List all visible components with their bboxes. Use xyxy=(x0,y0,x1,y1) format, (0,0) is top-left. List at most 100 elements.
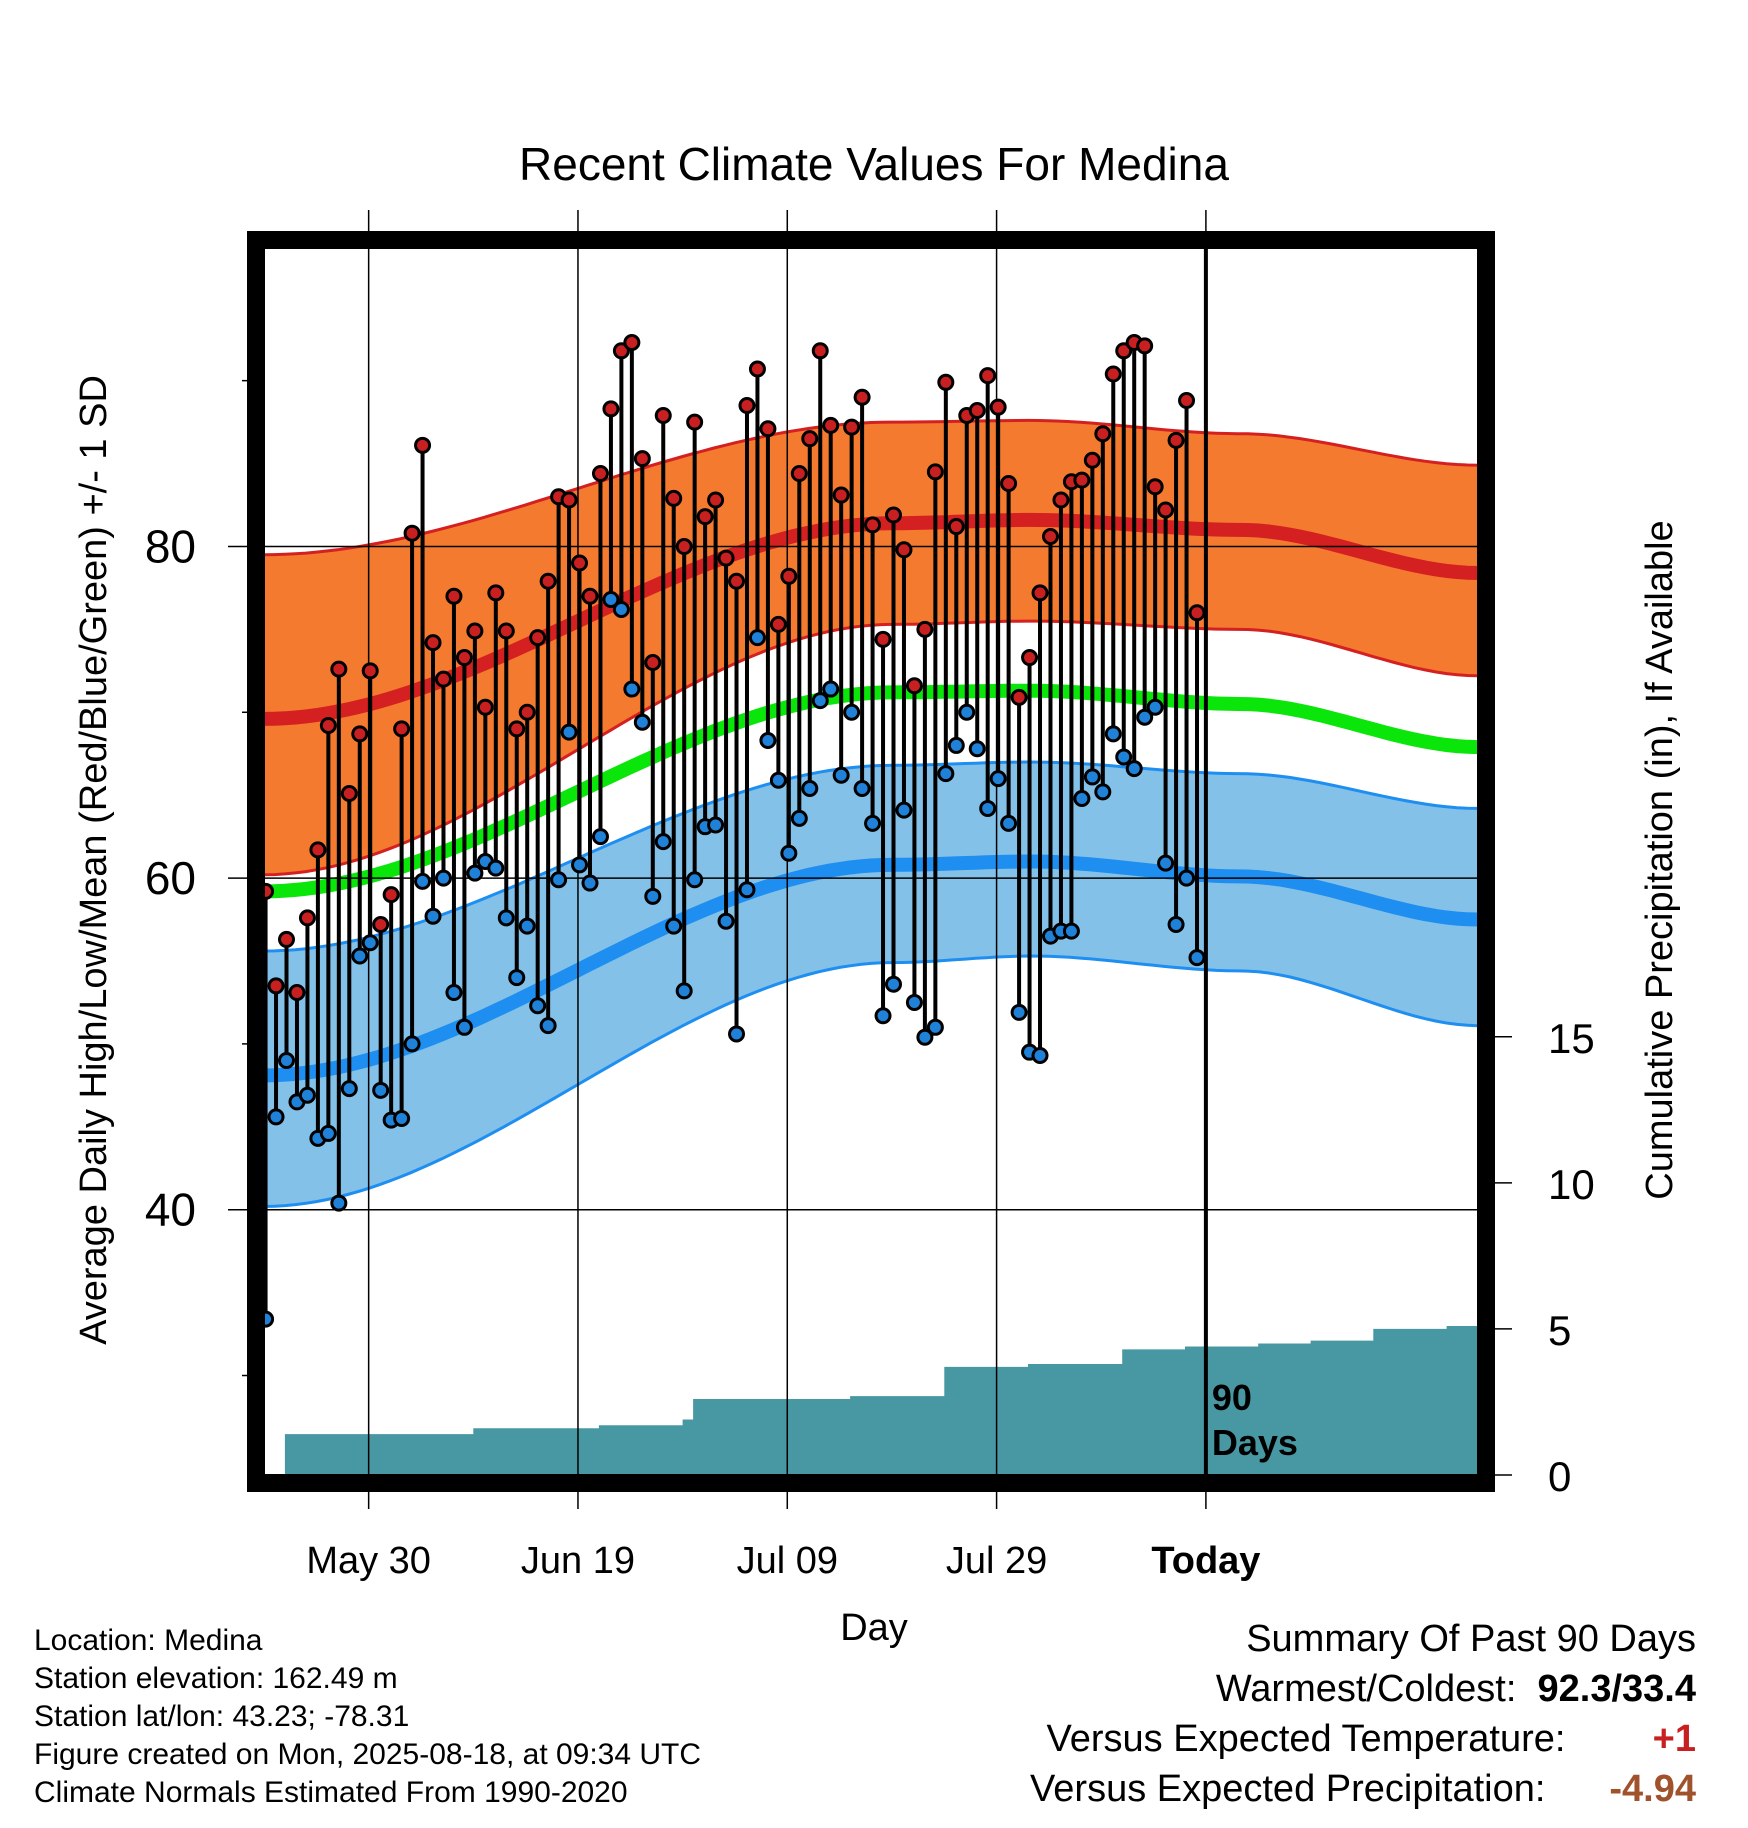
daily-high-point xyxy=(738,397,756,415)
daily-high-point xyxy=(874,630,892,648)
daily-high-point xyxy=(1021,649,1039,667)
daily-low-point xyxy=(665,917,683,935)
daily-low-point xyxy=(1167,916,1185,934)
daily-low-point xyxy=(633,713,651,731)
daily-high-point xyxy=(288,983,306,1001)
daily-high-point xyxy=(717,549,735,567)
daily-high-point xyxy=(853,388,871,406)
daily-low-point xyxy=(947,736,965,754)
daily-low-point xyxy=(571,856,589,874)
daily-low-point xyxy=(780,844,798,862)
daily-low-point xyxy=(298,1086,316,1104)
daily-high-point xyxy=(1188,604,1206,622)
daily-high-point xyxy=(633,450,651,468)
warm-cold-value: 92.3/33.4 xyxy=(1537,1668,1696,1710)
daily-low-point xyxy=(1062,922,1080,940)
x-axis-label: Day xyxy=(840,1607,908,1649)
daily-low-point xyxy=(916,1028,934,1046)
temp-value: +1 xyxy=(1652,1718,1696,1760)
daily-low-point xyxy=(581,874,599,892)
x-tick-label: Jul 29 xyxy=(946,1540,1047,1582)
daily-low-point xyxy=(801,780,819,798)
daily-low-point xyxy=(497,909,515,927)
daily-high-point xyxy=(403,524,421,542)
daily-high-point xyxy=(476,698,494,716)
today-window-label: Days xyxy=(1212,1422,1298,1463)
daily-low-point xyxy=(623,680,641,698)
daily-high-point xyxy=(487,584,505,602)
daily-low-point xyxy=(393,1110,411,1128)
y2-tick-label: 0 xyxy=(1548,1453,1571,1500)
daily-low-point xyxy=(372,1081,390,1099)
daily-high-point xyxy=(623,334,641,352)
daily-low-point xyxy=(864,814,882,832)
daily-high-point xyxy=(361,662,379,680)
x-tick-label: Today xyxy=(1151,1540,1260,1582)
daily-high-point xyxy=(832,486,850,504)
precipitation-area xyxy=(264,1326,1478,1475)
daily-low-point xyxy=(738,881,756,899)
daily-low-point xyxy=(340,1080,358,1098)
daily-high-point xyxy=(529,629,547,647)
daily-low-point xyxy=(885,975,903,993)
daily-high-point xyxy=(309,841,327,859)
daily-high-point xyxy=(602,400,620,418)
daily-high-point xyxy=(591,465,609,483)
daily-high-point xyxy=(769,615,787,633)
daily-high-point xyxy=(1083,451,1101,469)
daily-high-point xyxy=(780,567,798,585)
precip-label: Versus Expected Precipitation: xyxy=(1030,1768,1546,1810)
daily-low-point xyxy=(278,1051,296,1069)
daily-high-point xyxy=(822,416,840,434)
daily-low-point xyxy=(351,947,369,965)
daily-high-point xyxy=(455,649,473,667)
daily-high-point xyxy=(330,660,348,678)
daily-high-point xyxy=(351,725,369,743)
daily-high-point xyxy=(1052,491,1070,509)
daily-low-point xyxy=(1083,768,1101,786)
daily-low-point xyxy=(330,1194,348,1212)
daily-high-point xyxy=(728,572,746,590)
daily-high-point xyxy=(372,916,390,934)
daily-low-point xyxy=(1031,1046,1049,1064)
daily-low-point xyxy=(560,723,578,741)
daily-range-bars xyxy=(257,334,1206,1328)
y2-axis-label: Cumulative Precipitation (in), If Availa… xyxy=(1639,520,1681,1199)
daily-high-point xyxy=(1146,478,1164,496)
daily-high-point xyxy=(916,620,934,638)
daily-high-point xyxy=(979,367,997,385)
daily-high-point xyxy=(278,930,296,948)
daily-high-point xyxy=(445,587,463,605)
daily-high-point xyxy=(748,360,766,378)
daily-high-point xyxy=(686,413,704,431)
summary-temperature: Versus Expected Temperature: +1 xyxy=(1047,1718,1696,1761)
daily-high-point xyxy=(968,401,986,419)
daily-high-point xyxy=(298,909,316,927)
chart-title: Recent Climate Values For Medina xyxy=(519,138,1229,190)
daily-high-point xyxy=(644,654,662,672)
daily-high-point xyxy=(811,342,829,360)
daily-low-point xyxy=(937,765,955,783)
precip-value: -4.94 xyxy=(1609,1768,1696,1810)
daily-low-point xyxy=(1136,708,1154,726)
summary-warm-cold: Warmest/Coldest: 92.3/33.4 xyxy=(1216,1668,1696,1711)
daily-low-point xyxy=(675,982,693,1000)
daily-high-point xyxy=(508,720,526,738)
daily-high-point xyxy=(1073,471,1091,489)
daily-high-point xyxy=(707,491,725,509)
daily-high-point xyxy=(947,518,965,536)
daily-high-point xyxy=(434,670,452,688)
y2-tick-label: 10 xyxy=(1548,1161,1595,1208)
daily-high-point xyxy=(1136,337,1154,355)
daily-low-point xyxy=(445,983,463,1001)
daily-high-point xyxy=(843,418,861,436)
summary-precipitation: Versus Expected Precipitation: -4.94 xyxy=(1030,1768,1696,1811)
normals-text: Climate Normals Estimated From 1990-2020 xyxy=(34,1776,628,1809)
daily-low-point xyxy=(1073,789,1091,807)
daily-high-point xyxy=(937,373,955,391)
daily-high-point xyxy=(675,537,693,555)
daily-low-point xyxy=(612,600,630,618)
x-tick-label: Jun 19 xyxy=(521,1540,635,1582)
y-axis-label: Average Daily High/Low/Mean (Red/Blue/Gr… xyxy=(73,375,115,1345)
